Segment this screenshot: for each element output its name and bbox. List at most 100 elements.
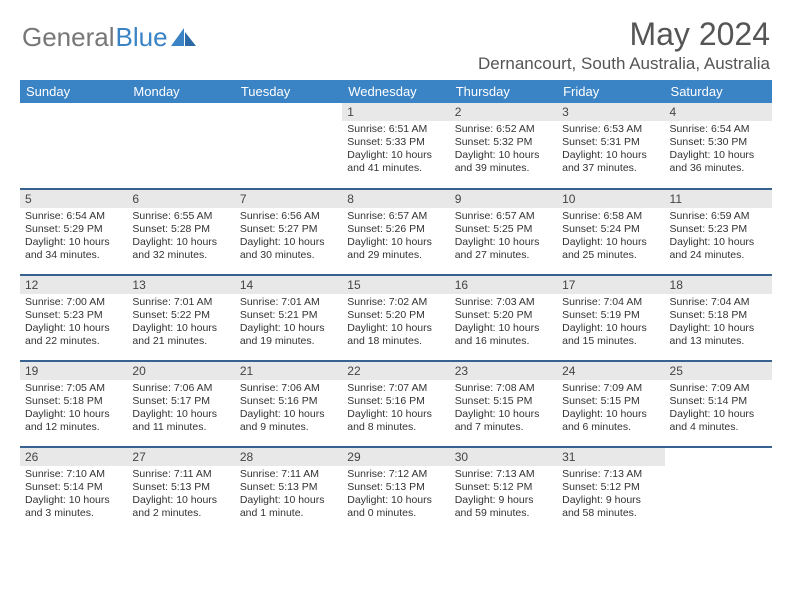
calendar-day-cell: 18Sunrise: 7:04 AMSunset: 5:18 PMDayligh… — [665, 275, 772, 361]
calendar-day-cell: 25Sunrise: 7:09 AMSunset: 5:14 PMDayligh… — [665, 361, 772, 447]
day-details: Sunrise: 6:53 AMSunset: 5:31 PMDaylight:… — [557, 121, 664, 180]
calendar-day-cell: 13Sunrise: 7:01 AMSunset: 5:22 PMDayligh… — [127, 275, 234, 361]
day-number: 21 — [235, 362, 342, 380]
day-details: Sunrise: 6:51 AMSunset: 5:33 PMDaylight:… — [342, 121, 449, 180]
calendar-day-cell: 8Sunrise: 6:57 AMSunset: 5:26 PMDaylight… — [342, 189, 449, 275]
calendar-day-cell: 7Sunrise: 6:56 AMSunset: 5:27 PMDaylight… — [235, 189, 342, 275]
weekday-header: Thursday — [450, 80, 557, 103]
day-details: Sunrise: 6:54 AMSunset: 5:29 PMDaylight:… — [20, 208, 127, 267]
day-number: 31 — [557, 448, 664, 466]
day-number: 12 — [20, 276, 127, 294]
calendar-day-cell: 27Sunrise: 7:11 AMSunset: 5:13 PMDayligh… — [127, 447, 234, 533]
calendar-day-cell: 30Sunrise: 7:13 AMSunset: 5:12 PMDayligh… — [450, 447, 557, 533]
day-number: 15 — [342, 276, 449, 294]
day-details: Sunrise: 7:05 AMSunset: 5:18 PMDaylight:… — [20, 380, 127, 439]
day-number: 6 — [127, 190, 234, 208]
day-details: Sunrise: 7:03 AMSunset: 5:20 PMDaylight:… — [450, 294, 557, 353]
calendar-week-row: 19Sunrise: 7:05 AMSunset: 5:18 PMDayligh… — [20, 361, 772, 447]
day-details: Sunrise: 7:06 AMSunset: 5:17 PMDaylight:… — [127, 380, 234, 439]
day-details: Sunrise: 7:04 AMSunset: 5:18 PMDaylight:… — [665, 294, 772, 353]
calendar-day-cell: 31Sunrise: 7:13 AMSunset: 5:12 PMDayligh… — [557, 447, 664, 533]
weekday-header: Wednesday — [342, 80, 449, 103]
calendar-table: SundayMondayTuesdayWednesdayThursdayFrid… — [20, 80, 772, 533]
weekday-header: Friday — [557, 80, 664, 103]
day-number: 16 — [450, 276, 557, 294]
weekday-header: Tuesday — [235, 80, 342, 103]
calendar-day-cell: 26Sunrise: 7:10 AMSunset: 5:14 PMDayligh… — [20, 447, 127, 533]
brand-sail-icon — [171, 28, 197, 48]
weekday-header-row: SundayMondayTuesdayWednesdayThursdayFrid… — [20, 80, 772, 103]
day-details: Sunrise: 7:10 AMSunset: 5:14 PMDaylight:… — [20, 466, 127, 525]
calendar-week-row: 5Sunrise: 6:54 AMSunset: 5:29 PMDaylight… — [20, 189, 772, 275]
calendar-day-cell: 29Sunrise: 7:12 AMSunset: 5:13 PMDayligh… — [342, 447, 449, 533]
calendar-day-cell: 9Sunrise: 6:57 AMSunset: 5:25 PMDaylight… — [450, 189, 557, 275]
day-details: Sunrise: 7:13 AMSunset: 5:12 PMDaylight:… — [450, 466, 557, 525]
day-details: Sunrise: 7:13 AMSunset: 5:12 PMDaylight:… — [557, 466, 664, 525]
day-number: 11 — [665, 190, 772, 208]
calendar-day-cell — [665, 447, 772, 533]
day-number: 27 — [127, 448, 234, 466]
brand-part2: Blue — [116, 22, 168, 53]
day-number: 29 — [342, 448, 449, 466]
day-number: 26 — [20, 448, 127, 466]
calendar-day-cell: 16Sunrise: 7:03 AMSunset: 5:20 PMDayligh… — [450, 275, 557, 361]
day-number: 22 — [342, 362, 449, 380]
calendar-day-cell: 28Sunrise: 7:11 AMSunset: 5:13 PMDayligh… — [235, 447, 342, 533]
day-details: Sunrise: 6:56 AMSunset: 5:27 PMDaylight:… — [235, 208, 342, 267]
day-details: Sunrise: 7:00 AMSunset: 5:23 PMDaylight:… — [20, 294, 127, 353]
day-details: Sunrise: 6:57 AMSunset: 5:25 PMDaylight:… — [450, 208, 557, 267]
page-title: May 2024 — [629, 16, 770, 53]
day-number: 20 — [127, 362, 234, 380]
calendar-day-cell: 15Sunrise: 7:02 AMSunset: 5:20 PMDayligh… — [342, 275, 449, 361]
brand-part1: General — [22, 22, 115, 53]
day-number: 18 — [665, 276, 772, 294]
day-details: Sunrise: 7:07 AMSunset: 5:16 PMDaylight:… — [342, 380, 449, 439]
calendar-day-cell: 6Sunrise: 6:55 AMSunset: 5:28 PMDaylight… — [127, 189, 234, 275]
day-details: Sunrise: 7:11 AMSunset: 5:13 PMDaylight:… — [127, 466, 234, 525]
day-number: 9 — [450, 190, 557, 208]
calendar-day-cell — [20, 103, 127, 189]
day-details: Sunrise: 7:01 AMSunset: 5:21 PMDaylight:… — [235, 294, 342, 353]
calendar-day-cell: 24Sunrise: 7:09 AMSunset: 5:15 PMDayligh… — [557, 361, 664, 447]
day-details: Sunrise: 7:01 AMSunset: 5:22 PMDaylight:… — [127, 294, 234, 353]
calendar-day-cell: 2Sunrise: 6:52 AMSunset: 5:32 PMDaylight… — [450, 103, 557, 189]
calendar-day-cell: 12Sunrise: 7:00 AMSunset: 5:23 PMDayligh… — [20, 275, 127, 361]
day-details: Sunrise: 7:09 AMSunset: 5:15 PMDaylight:… — [557, 380, 664, 439]
calendar-day-cell: 4Sunrise: 6:54 AMSunset: 5:30 PMDaylight… — [665, 103, 772, 189]
calendar-week-row: 1Sunrise: 6:51 AMSunset: 5:33 PMDaylight… — [20, 103, 772, 189]
calendar-day-cell: 17Sunrise: 7:04 AMSunset: 5:19 PMDayligh… — [557, 275, 664, 361]
day-number: 30 — [450, 448, 557, 466]
calendar-day-cell: 10Sunrise: 6:58 AMSunset: 5:24 PMDayligh… — [557, 189, 664, 275]
calendar-day-cell: 3Sunrise: 6:53 AMSunset: 5:31 PMDaylight… — [557, 103, 664, 189]
day-details: Sunrise: 6:58 AMSunset: 5:24 PMDaylight:… — [557, 208, 664, 267]
weekday-header: Sunday — [20, 80, 127, 103]
day-number: 13 — [127, 276, 234, 294]
day-details: Sunrise: 6:59 AMSunset: 5:23 PMDaylight:… — [665, 208, 772, 267]
calendar-day-cell — [235, 103, 342, 189]
day-details: Sunrise: 6:57 AMSunset: 5:26 PMDaylight:… — [342, 208, 449, 267]
day-number: 5 — [20, 190, 127, 208]
day-number: 4 — [665, 103, 772, 121]
day-number: 17 — [557, 276, 664, 294]
day-number: 8 — [342, 190, 449, 208]
calendar-day-cell: 22Sunrise: 7:07 AMSunset: 5:16 PMDayligh… — [342, 361, 449, 447]
day-details: Sunrise: 7:12 AMSunset: 5:13 PMDaylight:… — [342, 466, 449, 525]
day-number: 14 — [235, 276, 342, 294]
brand-logo: General Blue — [22, 22, 197, 53]
day-number: 10 — [557, 190, 664, 208]
day-number: 3 — [557, 103, 664, 121]
day-number: 28 — [235, 448, 342, 466]
day-details: Sunrise: 6:55 AMSunset: 5:28 PMDaylight:… — [127, 208, 234, 267]
day-number: 1 — [342, 103, 449, 121]
calendar-day-cell: 21Sunrise: 7:06 AMSunset: 5:16 PMDayligh… — [235, 361, 342, 447]
calendar-day-cell: 11Sunrise: 6:59 AMSunset: 5:23 PMDayligh… — [665, 189, 772, 275]
day-number: 7 — [235, 190, 342, 208]
calendar-day-cell — [127, 103, 234, 189]
calendar-day-cell: 14Sunrise: 7:01 AMSunset: 5:21 PMDayligh… — [235, 275, 342, 361]
day-details: Sunrise: 6:52 AMSunset: 5:32 PMDaylight:… — [450, 121, 557, 180]
day-details: Sunrise: 7:04 AMSunset: 5:19 PMDaylight:… — [557, 294, 664, 353]
day-details: Sunrise: 7:06 AMSunset: 5:16 PMDaylight:… — [235, 380, 342, 439]
calendar-day-cell: 23Sunrise: 7:08 AMSunset: 5:15 PMDayligh… — [450, 361, 557, 447]
weekday-header: Monday — [127, 80, 234, 103]
location-subtitle: Dernancourt, South Australia, Australia — [478, 54, 770, 74]
